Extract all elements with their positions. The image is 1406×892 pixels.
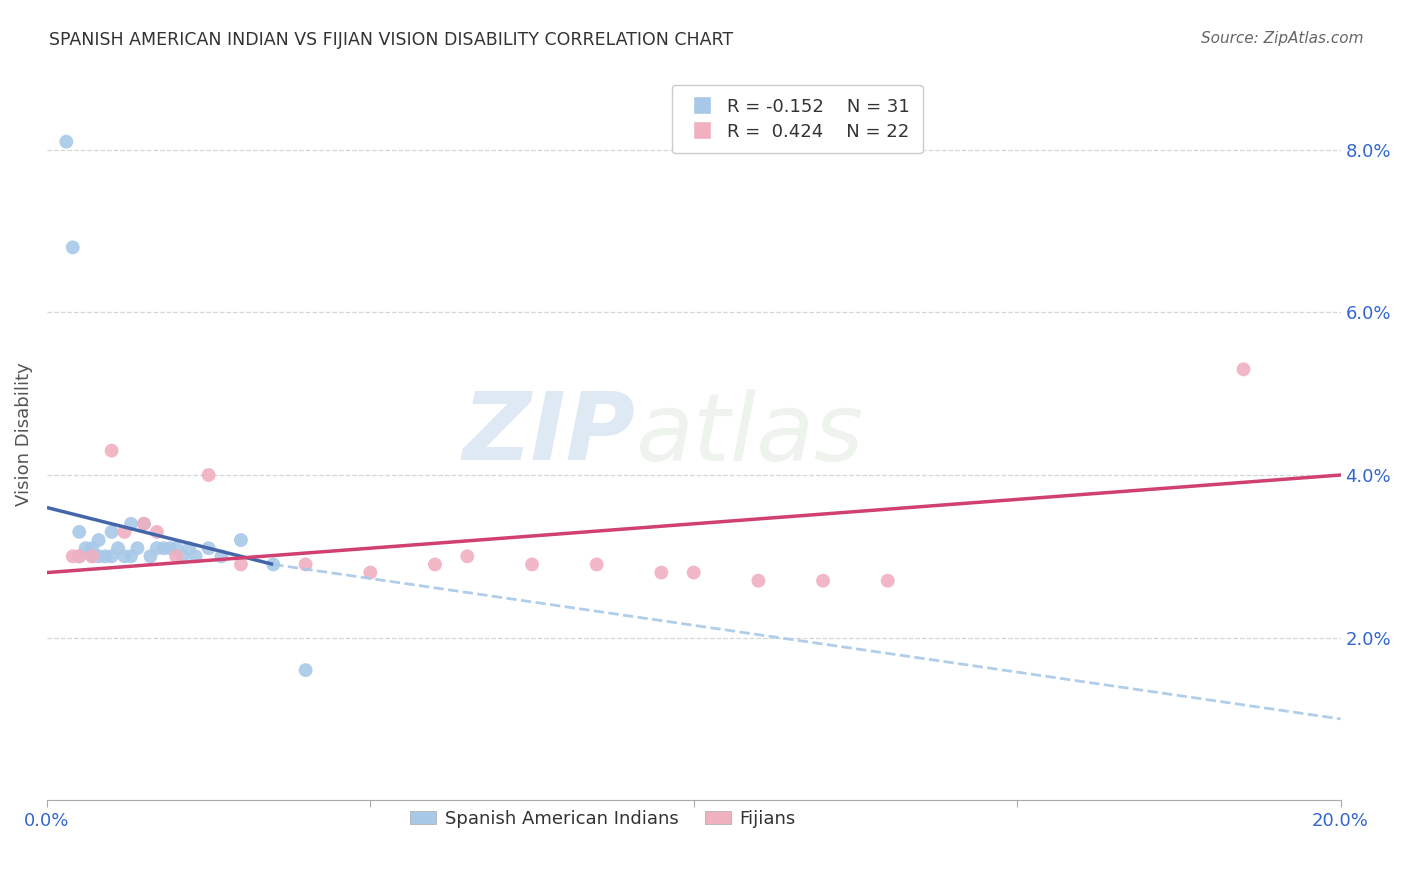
Point: [94, 549, 117, 564]
Point: [82, 549, 104, 564]
Point: [100, 443, 122, 458]
Point: [179, 541, 201, 556]
Point: [87, 549, 110, 564]
Point: [82, 549, 104, 564]
Point: [62, 549, 84, 564]
Point: [294, 663, 316, 677]
Point: [262, 558, 284, 572]
Point: [146, 541, 169, 556]
Point: [423, 558, 446, 572]
Point: [197, 468, 219, 483]
Point: [682, 566, 704, 580]
Point: [650, 566, 672, 580]
Point: [229, 558, 252, 572]
Text: SPANISH AMERICAN INDIAN VS FIJIAN VISION DISABILITY CORRELATION CHART: SPANISH AMERICAN INDIAN VS FIJIAN VISION…: [49, 31, 734, 49]
Point: [55, 135, 77, 149]
Point: [87, 533, 110, 547]
Text: atlas: atlas: [636, 389, 863, 480]
Point: [585, 558, 607, 572]
Point: [359, 566, 381, 580]
Point: [82, 541, 104, 556]
Point: [120, 516, 142, 531]
Point: [132, 516, 155, 531]
Point: [127, 541, 149, 556]
Point: [456, 549, 478, 564]
Point: [67, 524, 90, 539]
Point: [100, 549, 122, 564]
Point: [165, 541, 187, 556]
Point: [1232, 362, 1254, 376]
Point: [172, 549, 194, 564]
Text: ZIP: ZIP: [463, 388, 636, 481]
Point: [100, 524, 122, 539]
Point: [520, 558, 543, 572]
Point: [152, 541, 174, 556]
Y-axis label: Vision Disability: Vision Disability: [15, 362, 32, 507]
Point: [146, 524, 169, 539]
Point: [159, 541, 181, 556]
Point: [876, 574, 898, 588]
Point: [132, 516, 155, 531]
Text: Source: ZipAtlas.com: Source: ZipAtlas.com: [1201, 31, 1364, 46]
Point: [114, 549, 136, 564]
Point: [229, 533, 252, 547]
Point: [184, 549, 207, 564]
Point: [75, 541, 97, 556]
Point: [294, 558, 316, 572]
Point: [197, 541, 219, 556]
Point: [67, 549, 90, 564]
Legend: Spanish American Indians, Fijians: Spanish American Indians, Fijians: [404, 803, 803, 835]
Point: [67, 549, 90, 564]
Point: [811, 574, 834, 588]
Point: [211, 549, 233, 564]
Point: [139, 549, 162, 564]
Point: [165, 549, 187, 564]
Point: [747, 574, 769, 588]
Point: [107, 541, 129, 556]
Point: [120, 549, 142, 564]
Point: [114, 524, 136, 539]
Point: [62, 240, 84, 254]
